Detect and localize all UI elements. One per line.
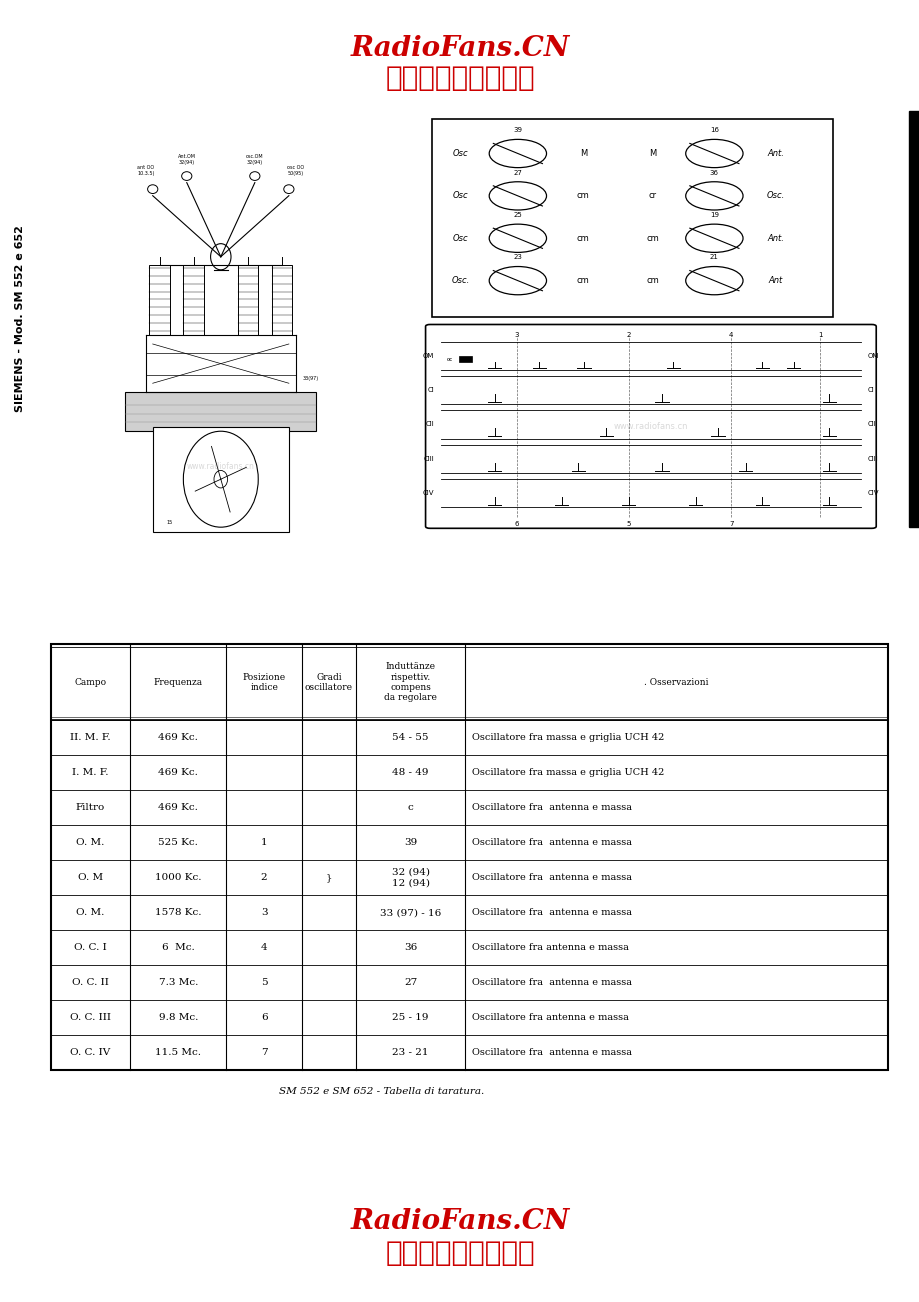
Text: Oscillatore fra  antenna e massa: Oscillatore fra antenna e massa: [471, 1048, 631, 1057]
Circle shape: [214, 470, 227, 488]
Text: CIV: CIV: [867, 490, 878, 496]
Text: 1: 1: [260, 838, 267, 848]
Text: 9.8 Mc.: 9.8 Mc.: [158, 1013, 198, 1022]
Ellipse shape: [181, 172, 192, 181]
Text: Ant.: Ant.: [766, 234, 783, 242]
Text: Posizione
indice: Posizione indice: [243, 673, 285, 691]
Text: Frequenza: Frequenza: [153, 678, 202, 686]
Text: osc.OM
32(94): osc.OM 32(94): [245, 155, 264, 165]
Text: CIII: CIII: [424, 456, 434, 462]
Text: 6: 6: [515, 521, 518, 527]
Text: Campo: Campo: [74, 678, 107, 686]
Text: Filtro: Filtro: [75, 803, 105, 812]
Text: 收音机爱好者资料库: 收音机爱好者资料库: [385, 64, 534, 92]
Text: OM: OM: [423, 353, 434, 359]
Text: 21: 21: [709, 254, 718, 260]
Text: Oscillatore fra antenna e massa: Oscillatore fra antenna e massa: [471, 1013, 629, 1022]
Text: Oscillatore fra massa e griglia UCH 42: Oscillatore fra massa e griglia UCH 42: [471, 768, 664, 777]
Text: Osc: Osc: [452, 234, 468, 242]
Text: 16: 16: [709, 128, 718, 133]
Text: 7.3 Mc.: 7.3 Mc.: [158, 978, 198, 987]
Text: cm: cm: [576, 234, 589, 242]
Text: 25 - 19: 25 - 19: [391, 1013, 428, 1022]
Text: 1: 1: [817, 332, 822, 337]
Bar: [149, 266, 170, 335]
Text: OM: OM: [867, 353, 878, 359]
Bar: [272, 266, 292, 335]
Text: RadioFans.CN: RadioFans.CN: [350, 1208, 569, 1234]
Text: 5: 5: [260, 978, 267, 987]
Text: 525 Kc.: 525 Kc.: [158, 838, 198, 848]
Text: CIII: CIII: [867, 456, 877, 462]
Text: . Osservazioni: . Osservazioni: [643, 678, 708, 686]
Text: 33 (97) - 16: 33 (97) - 16: [380, 907, 441, 917]
Circle shape: [489, 224, 546, 253]
Text: O. M.: O. M.: [76, 838, 105, 848]
Bar: [125, 392, 316, 431]
Text: 6: 6: [260, 1013, 267, 1022]
Bar: [153, 427, 289, 531]
Bar: [908, 111, 919, 527]
Circle shape: [210, 243, 231, 270]
Text: 469 Kc.: 469 Kc.: [158, 803, 198, 812]
Text: Induttänze
rispettiv.
compens
da regolare: Induttänze rispettiv. compens da regolar…: [384, 663, 437, 702]
Text: Oscillatore fra antenna e massa: Oscillatore fra antenna e massa: [471, 943, 629, 952]
Text: 33(97): 33(97): [302, 376, 318, 381]
Text: 32 (94)
12 (94): 32 (94) 12 (94): [391, 867, 429, 888]
Text: RadioFans.CN: RadioFans.CN: [350, 35, 569, 61]
Bar: [51, 644, 887, 1070]
Circle shape: [489, 182, 546, 210]
Text: 23: 23: [513, 254, 522, 260]
Circle shape: [489, 139, 546, 168]
Text: c: c: [407, 803, 413, 812]
Text: Osc.: Osc.: [766, 191, 784, 201]
Text: Ant: Ant: [768, 276, 782, 285]
Text: M: M: [579, 148, 586, 158]
Text: CI: CI: [867, 387, 873, 393]
Text: 11.5 Mc.: 11.5 Mc.: [155, 1048, 201, 1057]
Text: Osc: Osc: [452, 148, 468, 158]
Circle shape: [685, 267, 743, 294]
Text: O. C. II: O. C. II: [72, 978, 108, 987]
Text: 5: 5: [626, 521, 630, 527]
Text: SM 552 e SM 652 - Tabella di taratura.: SM 552 e SM 652 - Tabella di taratura.: [278, 1087, 484, 1095]
Text: 收音机爱好者资料库: 收音机爱好者资料库: [385, 1238, 534, 1267]
Text: cm: cm: [646, 276, 659, 285]
Text: 25: 25: [513, 212, 522, 217]
Text: Oscillatore fra massa e griglia UCH 42: Oscillatore fra massa e griglia UCH 42: [471, 733, 664, 742]
Text: Oscillatore fra  antenna e massa: Oscillatore fra antenna e massa: [471, 874, 631, 883]
Text: 48 - 49: 48 - 49: [391, 768, 428, 777]
Bar: [459, 355, 472, 362]
Text: 1578 Kc.: 1578 Kc.: [155, 907, 201, 917]
Text: Osc.: Osc.: [451, 276, 470, 285]
Text: CI: CI: [427, 387, 434, 393]
Text: O. C. IV: O. C. IV: [70, 1048, 110, 1057]
Text: 1000 Kc.: 1000 Kc.: [155, 874, 201, 883]
Text: 469 Kc.: 469 Kc.: [158, 733, 198, 742]
Text: 2: 2: [626, 332, 630, 337]
Text: 54 - 55: 54 - 55: [391, 733, 428, 742]
Text: 4: 4: [260, 943, 267, 952]
Text: 7: 7: [728, 521, 732, 527]
Text: 3: 3: [260, 907, 267, 917]
Text: O. C. I: O. C. I: [74, 943, 107, 952]
Text: 27: 27: [513, 169, 522, 176]
Text: 469 Kc.: 469 Kc.: [158, 768, 198, 777]
Text: 7: 7: [260, 1048, 267, 1057]
Text: cr: cr: [648, 191, 656, 201]
Text: 27: 27: [403, 978, 417, 987]
Text: www.radiofans.cn: www.radiofans.cn: [613, 422, 687, 431]
FancyBboxPatch shape: [425, 324, 875, 529]
Text: osc OO
50(95): osc OO 50(95): [287, 165, 304, 176]
Text: 39: 39: [403, 838, 417, 848]
Text: CII: CII: [425, 422, 434, 427]
Text: O. C. III: O. C. III: [70, 1013, 111, 1022]
Text: CIV: CIV: [423, 490, 434, 496]
Text: oc: oc: [447, 357, 453, 362]
Text: Oscillatore fra  antenna e massa: Oscillatore fra antenna e massa: [471, 978, 631, 987]
Circle shape: [489, 267, 546, 294]
Circle shape: [685, 182, 743, 210]
Text: cm: cm: [576, 191, 589, 201]
Text: Ant.OM
32(94): Ant.OM 32(94): [177, 155, 196, 165]
Text: Oscillatore fra  antenna e massa: Oscillatore fra antenna e massa: [471, 803, 631, 812]
